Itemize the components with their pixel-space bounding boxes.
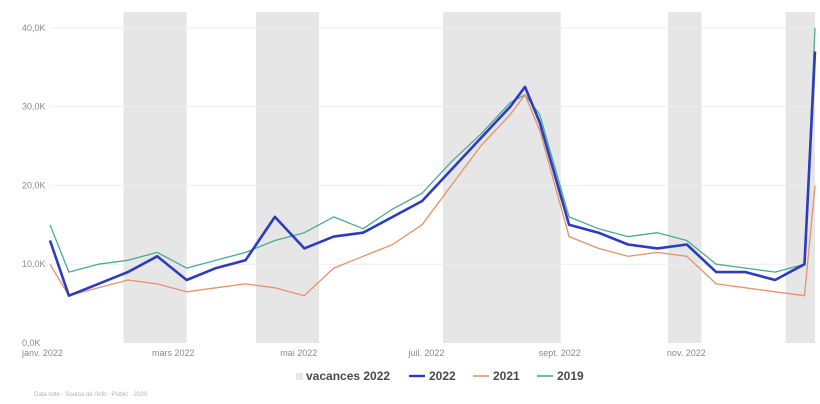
vacation-period-band (785, 12, 815, 343)
legend-label-2022: 2022 (429, 369, 456, 383)
x-tick-label: nov. 2022 (667, 348, 706, 358)
legend: vacances 2022 2022 2021 2019 (296, 369, 584, 383)
y-axis-ticks: 0,0K 10,0K 20,0K 30,0K 40,0K (22, 23, 46, 348)
y-tick-label: 0,0K (22, 338, 41, 348)
x-tick-label: janv. 2022 (21, 348, 63, 358)
x-tick-label: sept. 2022 (539, 348, 581, 358)
y-tick-label: 40,0K (22, 23, 46, 33)
vacation-period-band (255, 12, 320, 343)
x-tick-label: mai 2022 (280, 348, 317, 358)
source-note: Data note · Source de l'info · Public · … (34, 392, 147, 398)
y-tick-label: 20,0K (22, 180, 46, 190)
series-line-2022 (48, 51, 817, 297)
x-tick-label: mars 2022 (152, 348, 195, 358)
vacation-period-band (667, 12, 702, 343)
series-layer (48, 27, 817, 297)
vacation-period-band (443, 12, 561, 343)
vacation-period-band (123, 12, 187, 343)
x-axis-ticks: janv. 2022 mars 2022 mai 2022 juil. 2022 sep… (21, 348, 706, 358)
x-tick-label: juil. 2022 (407, 348, 444, 358)
y-tick-label: 10,0K (22, 259, 46, 269)
series-line-2019 (49, 27, 816, 273)
legend-label-2019: 2019 (557, 369, 584, 383)
vacation-shading-layer (123, 12, 815, 343)
legend-label-vacances: vacances 2022 (306, 369, 390, 383)
legend-swatch-vacances (296, 373, 303, 380)
legend-label-2021: 2021 (493, 369, 520, 383)
grid-layer (50, 27, 815, 265)
series-line-2021 (49, 94, 816, 297)
y-tick-label: 30,0K (22, 102, 46, 112)
